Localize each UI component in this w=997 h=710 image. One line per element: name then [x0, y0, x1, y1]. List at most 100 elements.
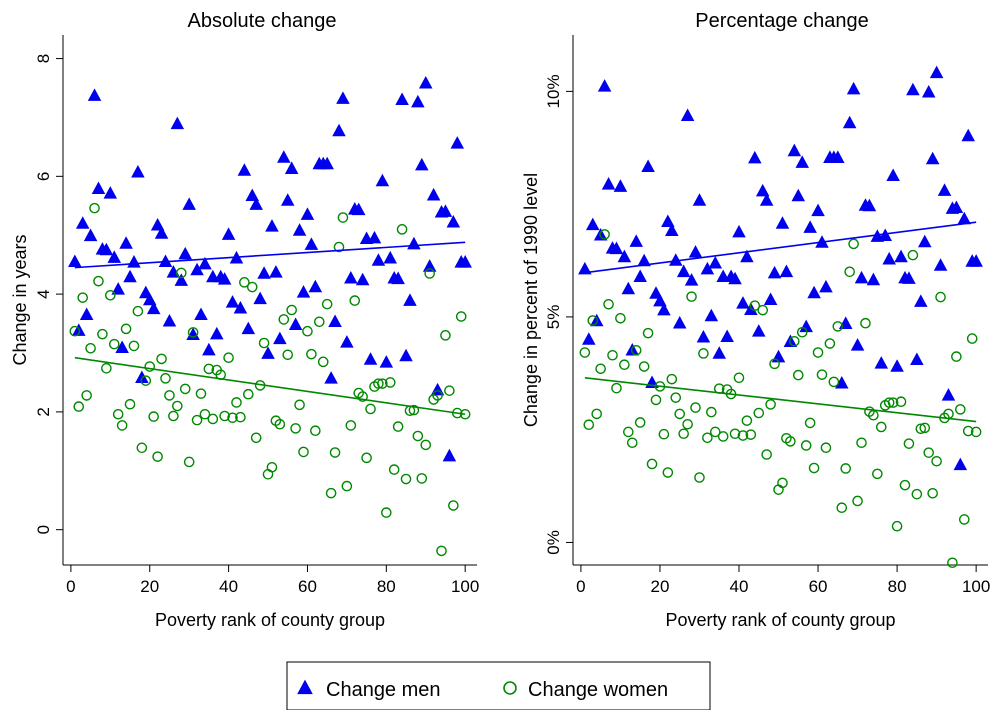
- data-point-men: [131, 164, 145, 178]
- data-point-men: [621, 281, 636, 295]
- data-point-women: [658, 428, 670, 440]
- data-point-men: [720, 329, 734, 343]
- data-point-women: [698, 348, 709, 359]
- data-point-women: [231, 397, 242, 408]
- data-point-women: [626, 437, 638, 449]
- data-point-men: [937, 183, 952, 196]
- data-point-men: [119, 236, 133, 249]
- data-point-women: [250, 432, 262, 444]
- data-point-women: [274, 418, 286, 430]
- data-point-women: [852, 495, 863, 507]
- data-point-men: [304, 237, 319, 250]
- data-point-women: [337, 212, 349, 223]
- data-point-men: [115, 340, 129, 353]
- data-point-women: [611, 382, 622, 394]
- data-point-women: [769, 358, 780, 370]
- data-point-women: [160, 373, 171, 384]
- data-point-men: [391, 271, 405, 285]
- data-point-women: [266, 461, 278, 473]
- data-point-men: [367, 230, 382, 244]
- y-tick-label: 5%: [544, 305, 563, 330]
- data-point-women: [219, 410, 230, 422]
- series-men: [578, 65, 983, 471]
- data-point-women: [619, 359, 630, 371]
- data-point-men: [170, 116, 185, 130]
- data-point-men: [835, 375, 849, 389]
- data-point-women: [757, 304, 769, 316]
- data-point-men: [261, 346, 275, 359]
- data-point-men: [111, 282, 125, 295]
- data-point-men: [288, 317, 303, 330]
- data-point-women: [615, 312, 626, 324]
- data-point-men: [68, 254, 82, 267]
- data-point-women: [424, 268, 435, 279]
- data-point-women: [341, 480, 353, 492]
- data-point-men: [308, 279, 323, 293]
- legend: Change men Change women: [286, 661, 711, 710]
- data-point-men: [253, 291, 267, 305]
- data-point-men: [249, 197, 263, 210]
- x-tick-label: 60: [298, 577, 317, 596]
- data-point-women: [179, 383, 191, 395]
- data-point-men: [637, 253, 651, 267]
- data-point-men: [332, 123, 346, 137]
- x-tick-label: 40: [730, 577, 749, 596]
- data-point-women: [583, 419, 595, 431]
- data-point-women: [706, 406, 717, 418]
- data-point-women: [172, 400, 183, 412]
- data-point-women: [310, 425, 321, 437]
- data-point-men: [665, 223, 679, 237]
- data-point-women: [132, 305, 144, 317]
- data-point-women: [832, 321, 844, 332]
- data-point-men: [426, 187, 441, 201]
- data-point-women: [670, 392, 682, 403]
- data-point-men: [882, 251, 896, 265]
- data-point-women: [73, 401, 85, 412]
- data-point-men: [582, 332, 596, 345]
- data-point-women: [824, 338, 836, 349]
- data-point-women: [678, 428, 689, 440]
- data-point-women: [765, 399, 776, 410]
- data-point-men: [83, 228, 98, 242]
- data-point-men: [344, 270, 358, 284]
- data-point-women: [891, 520, 903, 532]
- y-tick-label: 10%: [544, 74, 563, 108]
- data-point-women: [792, 369, 804, 381]
- data-point-men: [752, 324, 766, 337]
- data-point-women: [97, 328, 108, 340]
- data-point-men: [280, 193, 295, 206]
- fit-line-women: [74, 356, 466, 416]
- data-point-men: [375, 173, 390, 187]
- data-point-men: [653, 293, 667, 307]
- data-point-men: [146, 301, 161, 315]
- series-women: [69, 202, 471, 557]
- data-point-men: [403, 293, 417, 306]
- data-point-men: [190, 262, 204, 276]
- data-point-women: [872, 468, 883, 480]
- data-point-men: [874, 356, 889, 369]
- data-point-women: [377, 378, 388, 389]
- data-point-men: [779, 264, 794, 278]
- data-point-men: [910, 352, 924, 366]
- data-point-women: [812, 347, 824, 358]
- x-tick-label: 80: [888, 577, 907, 596]
- data-point-men: [700, 261, 715, 275]
- data-point-men: [277, 150, 291, 163]
- data-point-men: [819, 279, 833, 293]
- data-point-men: [446, 215, 461, 228]
- data-point-men: [929, 65, 944, 79]
- data-point-men: [609, 241, 624, 255]
- legend-marker-men: [297, 679, 313, 695]
- data-point-women: [365, 403, 376, 415]
- fit-line-men: [584, 221, 977, 274]
- data-point-women: [120, 323, 132, 335]
- data-point-women: [844, 266, 855, 278]
- x-tick-label: 40: [219, 577, 238, 596]
- data-point-women: [152, 451, 163, 462]
- data-point-women: [432, 390, 443, 401]
- x-tick-label: 60: [809, 577, 828, 596]
- data-point-women: [690, 402, 701, 413]
- data-point-men: [363, 352, 378, 365]
- data-point-men: [127, 255, 141, 268]
- data-point-women: [856, 437, 867, 449]
